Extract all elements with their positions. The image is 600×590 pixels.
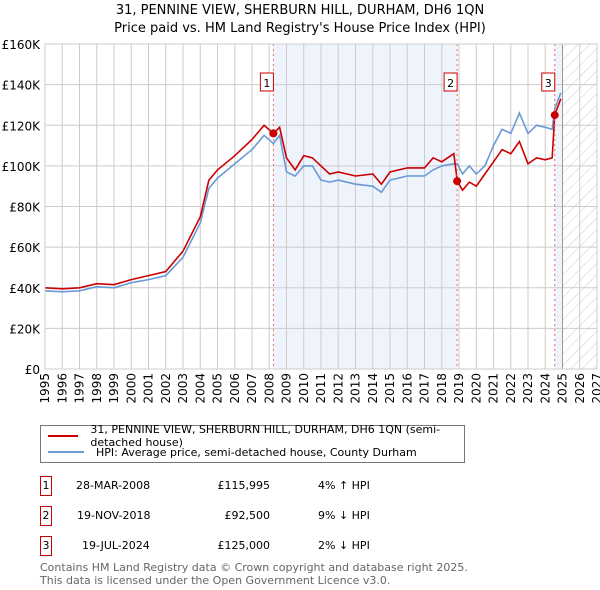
x-tick-label: 2006 [228,373,242,404]
x-tick-label: 2009 [280,373,294,404]
legend-item-property: 31, PENNINE VIEW, SHERBURN HILL, DURHAM,… [48,423,464,449]
x-tick-label: 2013 [349,373,363,404]
x-tick-label: 2012 [331,373,345,404]
x-tick-label: 2026 [573,373,587,404]
title-line-1: 31, PENNINE VIEW, SHERBURN HILL, DURHAM,… [115,3,485,18]
y-tick-label: £20K [9,322,41,336]
sale-point [269,129,278,138]
transaction-row: 1 28-MAR-2008 £115,995 4% ↑ HPI [40,476,440,496]
chart-title: 31, PENNINE VIEW, SHERBURN HILL, DURHAM,… [0,2,600,38]
transaction-row: 3 19-JUL-2024 £125,000 2% ↓ HPI [40,536,440,556]
y-tick-label: £40K [9,282,41,296]
transaction-date: 19-NOV-2018 [77,509,151,522]
x-tick-label: 1997 [73,373,87,404]
y-tick-label: £100K [2,160,42,174]
transaction-date: 19-JUL-2024 [82,539,150,552]
x-tick-label: 2003 [176,373,190,404]
x-tick-label: 2023 [521,373,535,404]
legend: 31, PENNINE VIEW, SHERBURN HILL, DURHAM,… [40,423,465,463]
hpi-line [44,92,562,293]
x-tick-label: 2022 [504,373,518,404]
transaction-date: 28-MAR-2008 [76,479,151,492]
x-tick-label: 2017 [418,373,432,404]
footer-copyright: Contains HM Land Registry data © Crown c… [40,561,468,574]
x-tick-label: 2000 [124,373,138,404]
x-tick-label: 2010 [297,373,311,404]
x-tick-label: 1995 [38,373,52,404]
property-price-line [44,98,562,290]
x-tick-label: 2002 [159,373,173,404]
x-tick-label: 2021 [487,373,501,404]
x-tick-label: 1998 [90,373,104,404]
x-tick-label: 2025 [556,373,570,404]
footer-licence: This data is licensed under the Open Gov… [40,574,391,587]
x-tick-label: 2011 [314,373,328,404]
legend-label-property: 31, PENNINE VIEW, SHERBURN HILL, DURHAM,… [90,423,441,449]
transaction-hpi-delta: 4% ↑ HPI [318,479,370,492]
sale-label: 1 [263,77,270,90]
transaction-price: £115,995 [217,479,271,492]
transaction-price: £125,000 [217,539,271,552]
title-line-2: Price paid vs. HM Land Registry's House … [114,21,486,36]
x-tick-label: 2016 [400,373,414,404]
x-tick-label: 1996 [55,373,69,404]
sale-label-box [259,72,274,92]
sale-point [453,177,462,186]
sale-label: 3 [545,77,552,90]
transaction-hpi-delta: 2% ↓ HPI [318,539,370,552]
sale-label: 2 [447,77,454,90]
legend-swatch-hpi [48,451,84,453]
sale-label-box [541,72,556,92]
y-tick-label: £160K [2,38,42,52]
y-tick-label: £80K [9,201,41,215]
x-tick-label: 2007 [245,373,259,404]
transaction-row: 2 19-NOV-2018 £92,500 9% ↓ HPI [40,506,440,526]
x-tick-label: 2019 [452,373,466,404]
x-tick-label: 2005 [211,373,225,404]
transaction-price: £92,500 [224,509,271,522]
transaction-badge: 2 [40,506,52,526]
x-tick-label: 2014 [366,373,380,404]
plot-frame [44,43,598,370]
x-tick-label: 2027 [590,373,600,404]
y-tick-label: £120K [2,119,42,133]
x-tick-label: 2015 [383,373,397,404]
legend-item-hpi: HPI: Average price, semi-detached house,… [48,444,417,460]
legend-label-hpi: HPI: Average price, semi-detached house,… [96,445,417,459]
transaction-hpi-delta: 9% ↓ HPI [318,509,370,522]
y-tick-label: £140K [2,79,42,93]
sale-label-box [443,72,458,92]
x-tick-label: 2008 [262,373,276,404]
x-tick-label: 2001 [142,373,156,404]
x-tick-label: 2024 [538,373,552,404]
x-tick-label: 1999 [107,373,121,404]
transaction-badge: 1 [40,476,52,496]
y-tick-label: £0 [25,363,40,377]
sale-point [550,111,559,120]
x-tick-label: 2020 [469,373,483,404]
x-tick-label: 2004 [193,373,207,404]
footer: Contains HM Land Registry data © Crown c… [40,561,468,587]
transaction-badge: 3 [40,536,52,556]
legend-swatch-property [48,435,79,437]
x-tick-label: 2018 [435,373,449,404]
y-tick-label: £60K [9,241,41,255]
